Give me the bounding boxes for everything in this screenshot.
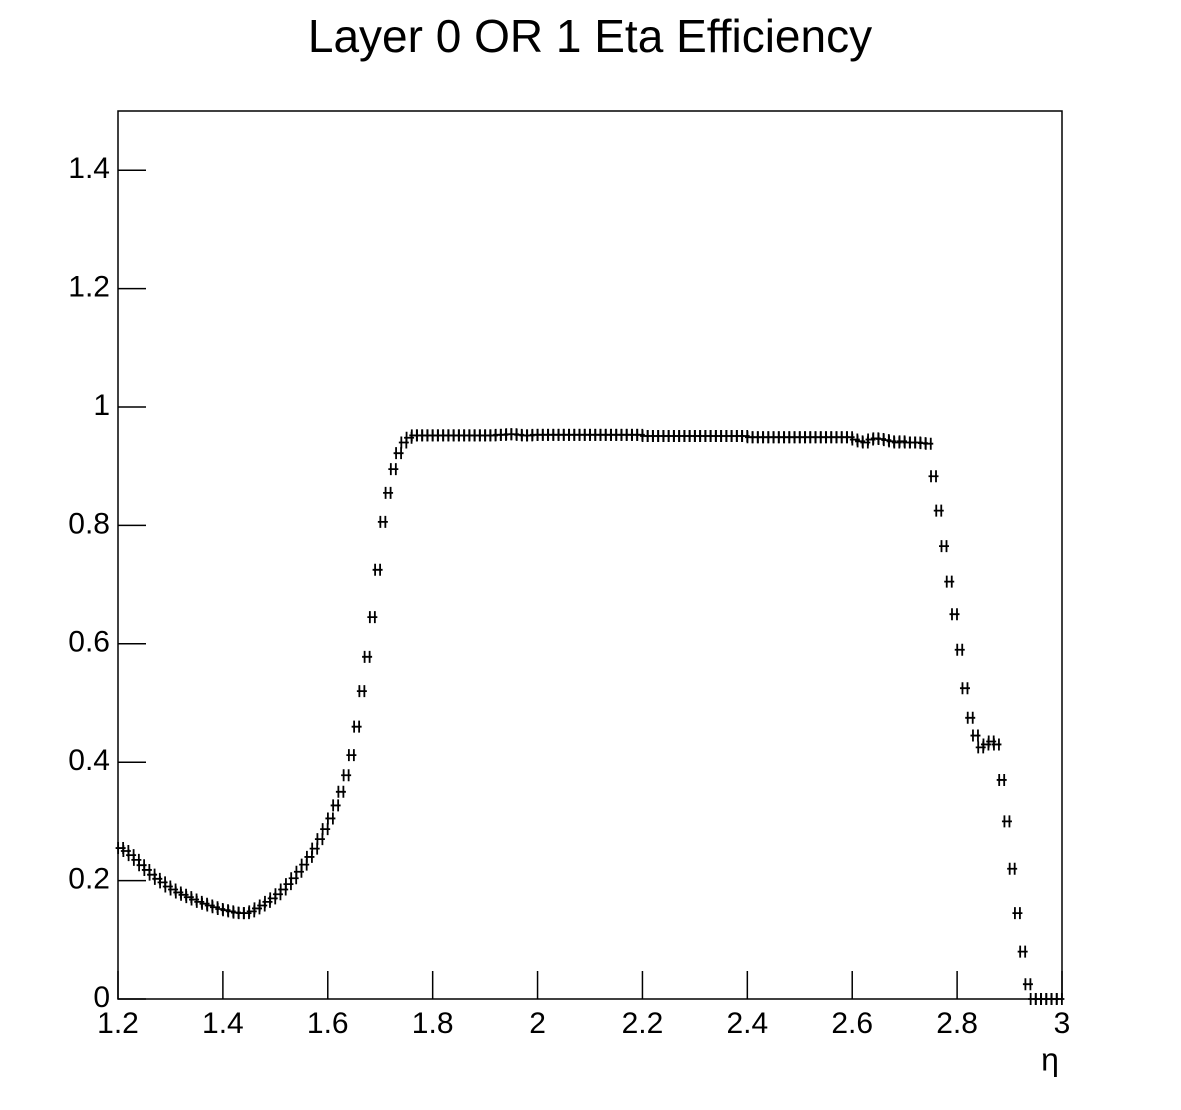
y-tick-label: 0.2 bbox=[68, 863, 110, 896]
marker bbox=[1001, 815, 1012, 828]
marker bbox=[1054, 993, 1065, 1005]
marker bbox=[362, 650, 373, 663]
marker bbox=[959, 682, 970, 695]
marker bbox=[944, 575, 955, 588]
x-tick-label: 2.8 bbox=[936, 1007, 978, 1040]
marker bbox=[367, 611, 378, 624]
y-tick-label: 1.2 bbox=[68, 271, 110, 304]
y-tick-label: 0.6 bbox=[68, 626, 110, 659]
chart-title: Layer 0 OR 1 Eta Efficiency bbox=[308, 10, 872, 62]
marker bbox=[1007, 862, 1018, 875]
x-tick-label: 1.4 bbox=[202, 1007, 244, 1040]
marker bbox=[996, 773, 1007, 786]
x-tick-label: 2.2 bbox=[622, 1007, 664, 1040]
plot-frame bbox=[117, 110, 1063, 1000]
marker bbox=[346, 749, 357, 762]
marker bbox=[320, 823, 331, 836]
y-tick-label: 0.8 bbox=[68, 507, 110, 540]
x-tick-label: 2.4 bbox=[726, 1007, 768, 1040]
marker bbox=[383, 486, 394, 499]
x-tick-label: 3 bbox=[1054, 1007, 1071, 1040]
marker bbox=[335, 785, 346, 798]
marker bbox=[372, 563, 383, 576]
marker bbox=[970, 729, 981, 742]
x-axis-title: η bbox=[1041, 1041, 1059, 1077]
marker bbox=[991, 738, 1002, 751]
marker bbox=[923, 437, 934, 450]
marker bbox=[965, 711, 976, 724]
marker bbox=[393, 447, 404, 460]
marker bbox=[325, 812, 336, 825]
y-tick-label: 0.4 bbox=[68, 744, 110, 777]
x-tick-label: 1.6 bbox=[307, 1007, 349, 1040]
marker bbox=[933, 504, 944, 517]
marker bbox=[1012, 907, 1023, 920]
marker bbox=[356, 685, 367, 698]
marker bbox=[954, 643, 965, 656]
marker bbox=[377, 515, 388, 528]
x-tick-label: 1.8 bbox=[412, 1007, 454, 1040]
x-tick-label: 2 bbox=[529, 1007, 546, 1040]
y-tick-label: 1 bbox=[93, 389, 110, 422]
marker bbox=[949, 608, 960, 621]
marker bbox=[351, 720, 362, 733]
marker bbox=[314, 833, 325, 846]
marker bbox=[939, 540, 949, 553]
marker bbox=[388, 463, 399, 476]
marker bbox=[341, 769, 352, 782]
marker bbox=[330, 799, 341, 812]
marker bbox=[1017, 945, 1028, 958]
x-tick-label: 1.2 bbox=[97, 1007, 139, 1040]
marker bbox=[928, 470, 939, 483]
x-tick-label: 2.6 bbox=[831, 1007, 873, 1040]
y-tick-label: 1.4 bbox=[68, 152, 110, 185]
marker bbox=[1022, 978, 1033, 991]
y-tick-label: 0 bbox=[93, 981, 110, 1014]
